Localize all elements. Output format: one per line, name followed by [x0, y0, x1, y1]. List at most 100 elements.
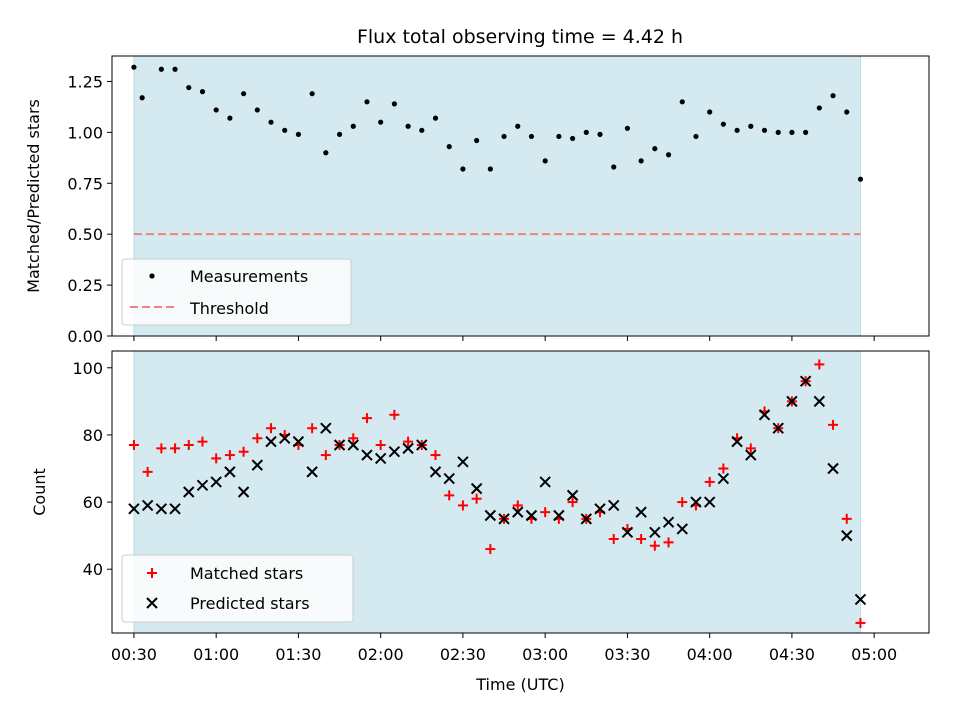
matched-star-point: [608, 534, 619, 544]
ratio-y-tick-label: 0.75: [67, 174, 103, 193]
predicted-star-point: [799, 375, 812, 387]
count-y-tick-label: 40: [83, 560, 103, 579]
matched-star-point: [238, 446, 249, 457]
predicted-star-point: [621, 526, 634, 538]
matched-star-point: [224, 450, 235, 461]
time-x-tick-label: 03:30: [604, 645, 650, 664]
measurement-point: [830, 93, 836, 99]
measurement-point: [254, 107, 260, 113]
predicted-star-point: [237, 486, 250, 498]
predicted-star-point: [649, 526, 661, 538]
predicted-star-point: [676, 523, 688, 535]
matched-star-point: [444, 490, 455, 501]
measurement-point: [474, 137, 480, 144]
predicted-star-point: [608, 499, 620, 512]
measurement-point: [309, 91, 315, 97]
matched-star-point: [567, 497, 578, 508]
matched-star-point: [156, 443, 167, 454]
count-legend-box: [121, 554, 354, 623]
matched-star-point: [841, 513, 852, 524]
matched-star-point: [718, 463, 729, 474]
measurement-point: [611, 164, 617, 170]
measurement-point: [597, 131, 603, 137]
matched-star-point: [704, 476, 715, 487]
matched-star-points: [128, 359, 866, 628]
predicted-star-point: [320, 422, 332, 434]
measurement-point: [583, 129, 589, 135]
predicted-star-point: [402, 442, 414, 455]
measurement-point: [460, 166, 466, 172]
measurement-point: [378, 119, 384, 125]
measurement-point: [282, 127, 288, 133]
predicted-star-point: [731, 435, 743, 448]
matched-star-point: [128, 440, 139, 450]
predicted-star-point: [292, 435, 305, 448]
matched-star-point: [814, 359, 825, 370]
time-x-ticks: 00:30 01:00 01:30 02:00 02:30 03:00 03:30 04:00…: [111, 633, 897, 664]
matched-star-point: [512, 500, 523, 511]
predicted-star-points: [128, 375, 867, 606]
measurement-point: [789, 129, 795, 135]
measurement-point: [501, 133, 507, 140]
measurement-point: [816, 105, 822, 111]
predicted-star-point: [224, 466, 236, 478]
predicted-star-point: [128, 503, 140, 515]
predicted-star-point: [333, 439, 346, 451]
measurement-point: [391, 101, 397, 107]
predicted-star-point: [703, 496, 716, 508]
measurement-point: [240, 91, 247, 97]
ratio-panel-frame: [111, 55, 930, 337]
legend-measurement-marker: [149, 273, 155, 279]
time-x-tick-label: 02:30: [440, 645, 486, 664]
ratio-legend: Measurements Threshold: [121, 258, 352, 326]
count-y-tick-label: 80: [83, 426, 103, 445]
ratio-y-tick-label: 1.00: [67, 123, 103, 142]
predicted-star-point: [183, 486, 195, 498]
predicted-star-point: [827, 462, 839, 475]
ratio-y-tick-label: 1.25: [67, 72, 103, 91]
ratio-y-tick-label: 0.00: [67, 327, 103, 346]
predicted-star-point: [429, 466, 442, 478]
predicted-star-point: [553, 509, 565, 522]
matched-star-point: [389, 409, 400, 420]
measurement-point: [638, 158, 644, 164]
measurement-point: [556, 133, 562, 140]
legend-measurements-label: Measurements: [190, 267, 308, 286]
predicted-star-point: [786, 395, 798, 408]
measurement-point: [515, 123, 521, 129]
time-x-tick-label: 01:30: [275, 645, 321, 664]
measurement-point: [419, 127, 425, 133]
legend-x-glyph: [146, 597, 158, 609]
matched-star-point: [375, 440, 386, 450]
measurement-point: [707, 109, 713, 115]
matched-star-point: [430, 450, 441, 461]
chart-title: Flux total observing time = 4.42 h: [357, 26, 683, 48]
measurement-point: [199, 89, 206, 95]
predicted-star-point: [717, 472, 730, 485]
legend-threshold-label: Threshold: [189, 299, 269, 318]
predicted-star-point: [155, 503, 168, 515]
predicted-star-point: [758, 409, 771, 421]
matched-star-point: [266, 423, 277, 434]
measurement-point: [693, 133, 699, 140]
measurement-points: [131, 64, 864, 182]
predicted-star-point: [512, 506, 524, 518]
measurement-point: [336, 131, 343, 137]
legend-plus-glyph: [147, 568, 157, 578]
count-y-ticks: 40 60 80 100: [72, 359, 112, 579]
measurement-point: [652, 146, 658, 152]
measurement-point: [542, 158, 548, 164]
predicted-star-point: [169, 503, 181, 515]
count-y-axis-label: Count: [30, 468, 49, 516]
matched-star-point: [403, 436, 414, 447]
measurement-point: [323, 150, 329, 156]
measurement-point: [624, 125, 631, 131]
predicted-star-point: [443, 472, 455, 485]
predicted-star-point: [361, 449, 373, 461]
ratio-legend-box: [121, 258, 352, 326]
predicted-star-point: [690, 496, 702, 508]
predicted-star-point: [265, 435, 277, 448]
legend-predicted-label: Predicted stars: [190, 594, 310, 613]
measurement-point: [227, 115, 233, 121]
matched-star-point: [457, 500, 468, 511]
